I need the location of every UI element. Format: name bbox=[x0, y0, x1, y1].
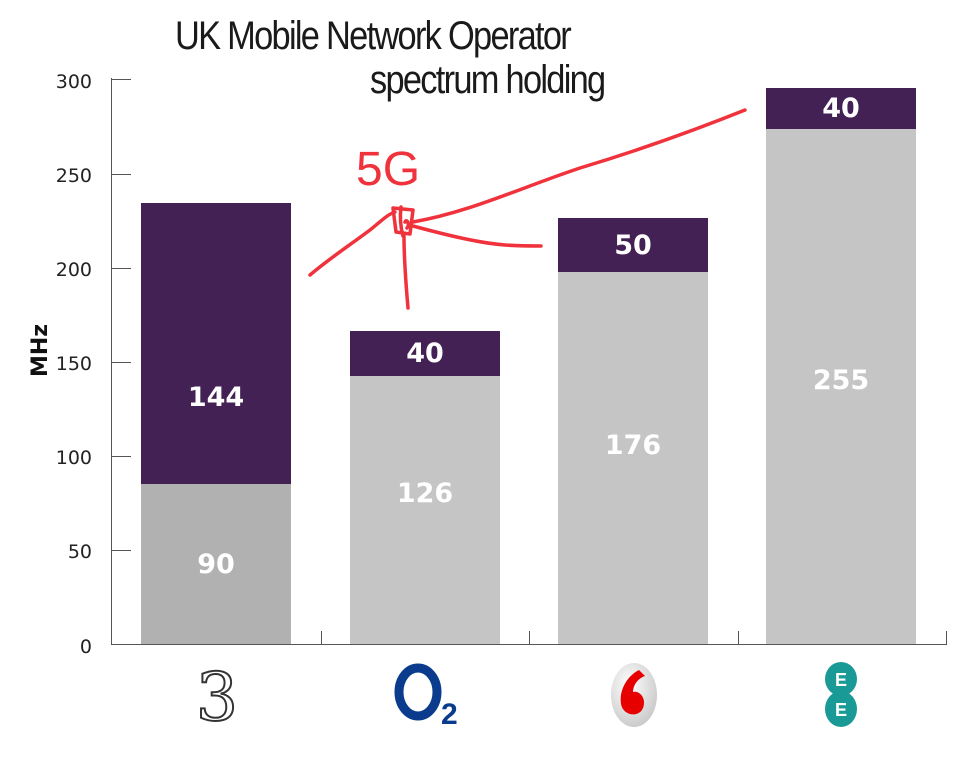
x-tick bbox=[529, 631, 530, 645]
bar-value-label: 255 bbox=[812, 365, 870, 396]
vodafone-logo-icon bbox=[584, 660, 684, 730]
svg-text:2: 2 bbox=[441, 698, 458, 730]
bar-o2: 40 126 bbox=[350, 331, 500, 644]
y-tick-label: 250 bbox=[55, 165, 92, 187]
bar-three-top-segment: 144 bbox=[141, 203, 291, 484]
y-axis-line bbox=[111, 78, 112, 645]
bar-value-label: 50 bbox=[614, 229, 652, 261]
y-tick bbox=[111, 644, 131, 645]
svg-text:E: E bbox=[835, 700, 847, 720]
bar-vodafone-top-segment: 50 bbox=[558, 218, 708, 272]
bar-value-label: 40 bbox=[822, 93, 860, 124]
y-tick-label: 200 bbox=[55, 259, 92, 281]
y-tick bbox=[111, 550, 131, 551]
y-tick bbox=[111, 174, 131, 175]
bar-value-label: 176 bbox=[604, 430, 662, 461]
bar-ee: 40 255 bbox=[766, 88, 916, 644]
bar-three-bottom-segment: 90 bbox=[141, 484, 291, 644]
bar-o2-bottom-segment: 126 bbox=[350, 376, 500, 644]
bar-ee-top-segment: 40 bbox=[766, 88, 916, 129]
bar-vodafone: 50 176 bbox=[558, 218, 708, 644]
three-logo-icon: 3 bbox=[167, 660, 267, 730]
y-tick-label: 150 bbox=[55, 353, 92, 375]
bar-o2-top-segment: 40 bbox=[350, 331, 500, 376]
chart-title-line1: UK Mobile Network Operator bbox=[175, 14, 572, 58]
y-tick-label: 50 bbox=[67, 541, 92, 563]
y-tick-label: 0 bbox=[79, 636, 92, 658]
x-tick bbox=[946, 631, 947, 645]
bar-value-label: 90 bbox=[197, 548, 235, 580]
bar-value-label: 40 bbox=[406, 338, 444, 369]
o2-logo-icon: 2 bbox=[378, 660, 478, 730]
y-tick bbox=[111, 79, 131, 80]
y-tick bbox=[111, 456, 131, 457]
bar-three: 144 90 bbox=[141, 203, 291, 644]
y-tick-label: 300 bbox=[55, 71, 92, 93]
bar-vodafone-bottom-segment: 176 bbox=[558, 272, 708, 644]
bar-ee-bottom-segment: 255 bbox=[766, 129, 916, 644]
chart-title-line2: spectrum holding bbox=[370, 58, 606, 102]
bar-value-label: 144 bbox=[187, 382, 245, 413]
x-axis-line bbox=[111, 644, 946, 645]
x-tick bbox=[738, 631, 739, 645]
svg-text:E: E bbox=[835, 670, 847, 690]
y-tick-label: 100 bbox=[55, 447, 92, 469]
y-tick bbox=[111, 268, 131, 269]
5g-annotation-label: 5G bbox=[356, 143, 421, 196]
svg-text:3: 3 bbox=[196, 660, 238, 730]
y-tick bbox=[111, 362, 131, 363]
x-tick bbox=[321, 631, 322, 645]
ee-logo-icon: E E bbox=[791, 660, 891, 730]
bar-value-label: 126 bbox=[396, 478, 454, 509]
